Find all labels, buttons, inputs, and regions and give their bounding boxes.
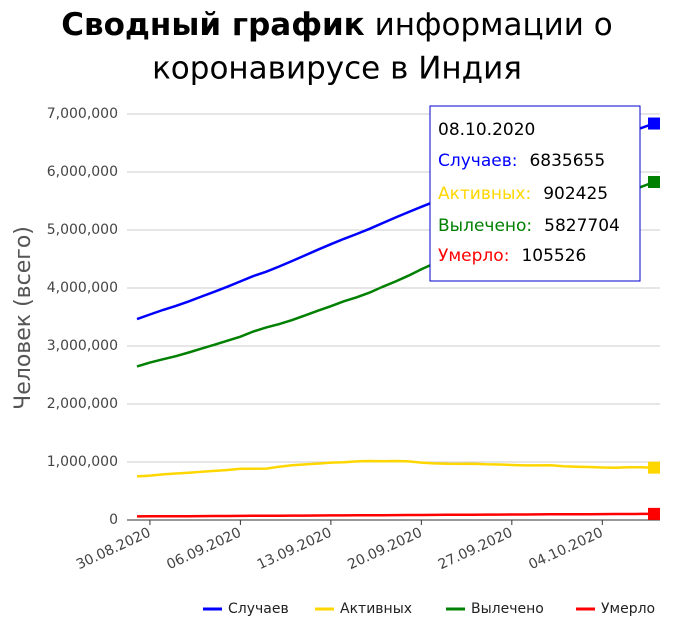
- x-tick-label: 06.09.2020: [164, 525, 243, 573]
- tooltip-label: Активных:: [438, 184, 531, 204]
- tooltip-value: 5827704: [544, 216, 620, 236]
- y-tick-label: 5,000,000: [47, 222, 118, 238]
- y-tick-label: 1,000,000: [47, 454, 118, 470]
- legend-label: Вылечено: [471, 601, 544, 617]
- y-tick-label: 3,000,000: [47, 338, 118, 354]
- tooltip-row: Вылечено: 5827704: [438, 216, 620, 236]
- tooltip-value: 105526: [521, 246, 586, 266]
- x-tick-label: 30.08.2020: [74, 525, 153, 573]
- point-marker: [648, 175, 660, 188]
- tooltip-value: 6835655: [529, 151, 605, 171]
- series-line: [136, 512, 654, 518]
- tooltip-row: Случаев: 6835655: [438, 151, 605, 171]
- tooltip-label: Вылечено:: [438, 216, 532, 236]
- title-bold: Сводный график: [61, 7, 365, 43]
- x-tick-label: 27.09.2020: [436, 525, 515, 573]
- x-tick-label: 04.10.2020: [526, 525, 605, 573]
- tooltip-value: 902425: [543, 184, 608, 204]
- legend-label: Активных: [340, 601, 412, 617]
- tooltip-title: 08.10.2020: [438, 120, 535, 140]
- y-tick-label: 6,000,000: [47, 164, 118, 180]
- point-marker: [648, 507, 660, 520]
- tooltip-row: Активных: 902425: [438, 184, 608, 204]
- tooltip-box: [429, 105, 641, 282]
- title-rest: информации о: [375, 7, 613, 43]
- x-tick-label: 20.09.2020: [345, 525, 424, 573]
- legend-label: Умерло: [601, 601, 655, 617]
- point-marker: [648, 461, 660, 474]
- tooltip-label: Умерло:: [438, 246, 509, 266]
- point-marker: [648, 117, 660, 130]
- tooltip-row: Умерло: 105526: [438, 246, 586, 266]
- y-axis-title: Человек (всего): [11, 226, 36, 410]
- tooltip-label: Случаев:: [438, 151, 517, 171]
- legend-label: Случаев: [228, 601, 289, 617]
- y-tick-label: 7,000,000: [47, 106, 118, 122]
- x-tick-label: 13.09.2020: [255, 525, 334, 573]
- chart-title-line2: коронавирусе в Индия: [152, 51, 522, 87]
- y-tick-label: 2,000,000: [47, 396, 118, 412]
- y-tick-label: 0: [109, 512, 118, 528]
- y-tick-label: 4,000,000: [47, 280, 118, 296]
- chart-title: Сводный график информации о: [61, 7, 613, 43]
- series-line: [136, 459, 655, 478]
